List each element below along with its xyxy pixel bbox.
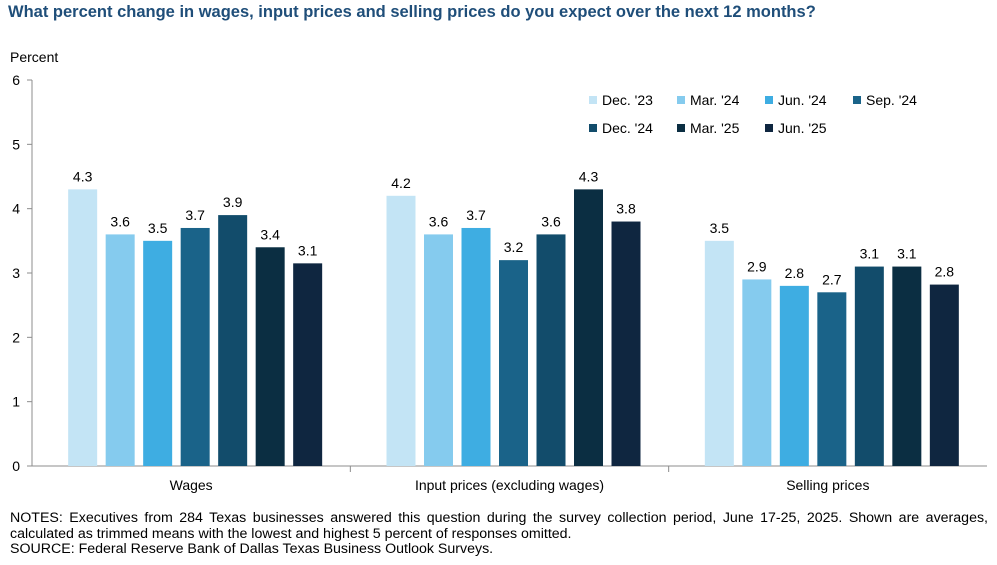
y-tick-label: 5 — [12, 136, 20, 152]
y-tick-label: 1 — [12, 394, 20, 410]
data-label: 3.7 — [466, 207, 486, 223]
data-label: 4.2 — [391, 175, 411, 191]
data-label: 3.5 — [710, 220, 730, 236]
y-tick-label: 3 — [12, 265, 20, 281]
data-label: 2.8 — [935, 264, 955, 280]
bar — [461, 227, 491, 466]
legend-label: Jun. '24 — [778, 92, 827, 108]
chart-notes: NOTES: Executives from 284 Texas busines… — [10, 510, 988, 558]
legend-swatch — [677, 96, 685, 104]
x-tick-label: Wages — [170, 477, 213, 493]
data-label: 2.8 — [785, 265, 805, 281]
bar — [817, 292, 847, 466]
y-tick-label: 6 — [12, 72, 20, 88]
bar — [68, 189, 98, 466]
legend-swatch — [589, 124, 597, 132]
data-label: 4.3 — [579, 168, 599, 184]
data-label: 3.9 — [223, 194, 243, 210]
y-axis-label: Percent — [10, 49, 58, 65]
bar — [742, 279, 772, 466]
x-tick-label: Input prices (excluding wages) — [415, 477, 604, 493]
bar — [779, 285, 809, 466]
legend-swatch — [853, 96, 861, 104]
bar — [255, 247, 285, 466]
legend-label: Mar. '25 — [690, 120, 740, 136]
bar — [143, 240, 173, 466]
data-label: 3.6 — [110, 213, 130, 229]
bar — [854, 266, 884, 466]
legend-label: Mar. '24 — [690, 92, 740, 108]
bar — [499, 260, 528, 466]
bar — [105, 234, 135, 466]
data-label: 3.1 — [298, 242, 318, 258]
legend-label: Dec. '24 — [602, 120, 653, 136]
data-label: 3.4 — [260, 226, 280, 242]
data-label: 3.8 — [616, 201, 636, 217]
legend-label: Dec. '23 — [602, 92, 653, 108]
data-label: 2.7 — [822, 271, 842, 287]
y-tick-label: 4 — [12, 201, 20, 217]
data-label: 3.1 — [860, 246, 880, 262]
bar — [574, 189, 603, 466]
data-label: 3.7 — [185, 207, 205, 223]
bar — [929, 284, 959, 466]
data-label: 2.9 — [747, 258, 767, 274]
data-label: 3.5 — [148, 220, 168, 236]
bar — [611, 221, 641, 466]
data-label: 4.3 — [73, 168, 93, 184]
bar — [536, 234, 566, 466]
notes-text: NOTES: Executives from 284 Texas busines… — [10, 510, 988, 542]
bar — [218, 215, 248, 466]
data-label: 3.6 — [429, 213, 449, 229]
legend-swatch — [765, 124, 773, 132]
bar — [424, 234, 453, 466]
legend-label: Jun. '25 — [778, 120, 827, 136]
source-text: SOURCE: Federal Reserve Bank of Dallas T… — [10, 541, 494, 557]
legend-swatch — [677, 124, 685, 132]
data-label: 3.1 — [897, 246, 917, 262]
chart-title: What percent change in wages, input pric… — [8, 3, 816, 21]
legend-swatch — [589, 96, 597, 104]
y-tick-label: 0 — [12, 458, 20, 474]
bar-chart: 0 1 2 3 4 5 6 Percent 4.3 3.6 3.5 3.7 3.9 3.4 3.1 Wages… — [10, 49, 987, 493]
data-label: 3.2 — [504, 239, 524, 255]
legend-swatch — [765, 96, 773, 104]
bar — [704, 240, 734, 466]
legend-label: Sep. '24 — [866, 92, 917, 108]
x-tick-label: Selling prices — [786, 477, 869, 493]
bar — [892, 266, 922, 466]
bar — [293, 263, 323, 466]
bar — [386, 195, 416, 467]
data-label: 3.6 — [541, 213, 561, 229]
bar — [180, 227, 210, 466]
y-tick-label: 2 — [12, 329, 20, 345]
